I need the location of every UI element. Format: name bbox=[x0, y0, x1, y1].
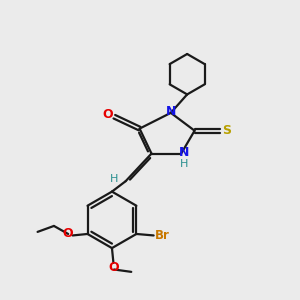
Text: N: N bbox=[179, 146, 189, 159]
Text: S: S bbox=[222, 124, 231, 136]
Text: H: H bbox=[110, 174, 118, 184]
Text: Br: Br bbox=[155, 229, 170, 242]
Text: N: N bbox=[166, 105, 176, 118]
Text: O: O bbox=[108, 261, 119, 274]
Text: O: O bbox=[103, 108, 113, 121]
Text: H: H bbox=[180, 159, 188, 169]
Text: O: O bbox=[62, 226, 73, 240]
